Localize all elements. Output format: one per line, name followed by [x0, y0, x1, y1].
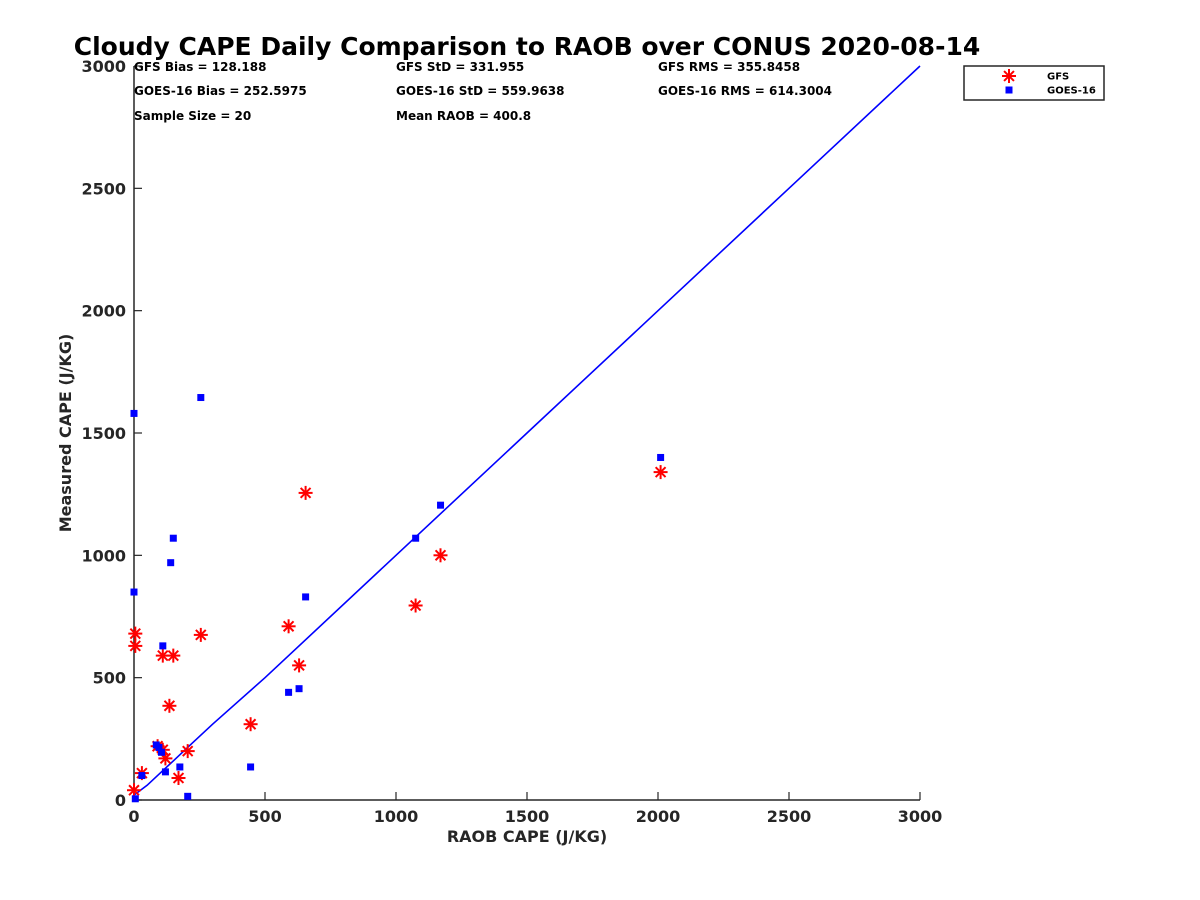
gfs-point	[281, 619, 296, 634]
stat-annotation: GOES-16 RMS = 614.3004	[658, 84, 832, 98]
gfs-point	[243, 717, 258, 732]
goes16-point	[138, 772, 146, 780]
goes16-point	[437, 501, 445, 509]
gfs-point	[180, 744, 195, 759]
x-tick-label: 2000	[636, 807, 681, 826]
legend-gfs-marker	[1002, 69, 1016, 83]
legend-goes16-marker	[1005, 86, 1013, 94]
gfs-point	[292, 658, 307, 673]
goes16-point	[184, 792, 192, 800]
goes16-point	[295, 685, 303, 693]
goes16-point	[169, 534, 177, 542]
y-axis-ticks: 0 500 1000 1500 2000 2500 3000	[81, 57, 142, 810]
reference-line	[133, 65, 921, 796]
stat-annotation: GFS StD = 331.955	[396, 60, 524, 74]
y-tick-label: 500	[93, 669, 126, 688]
goes16-point	[247, 763, 255, 771]
goes16-point	[131, 795, 139, 803]
reference-line-layer	[133, 65, 921, 796]
goes16-point	[161, 768, 169, 776]
goes16-point	[176, 763, 184, 771]
y-tick-label: 1500	[81, 424, 126, 443]
legend: GFS GOES-16	[963, 65, 1105, 101]
stat-annotation: GOES-16 StD = 559.9638	[396, 84, 565, 98]
goes16-point	[197, 394, 205, 402]
goes16-point	[158, 748, 166, 756]
gfs-point	[298, 485, 313, 500]
legend-label: GOES-16	[1047, 86, 1096, 97]
x-axis-label: RAOB CAPE (J/KG)	[447, 827, 607, 846]
goes16-point	[285, 688, 293, 696]
goes16-point	[412, 534, 420, 542]
goes16-point	[167, 559, 175, 567]
goes16-point	[657, 453, 665, 461]
gfs-point	[166, 648, 181, 663]
goes16-point	[159, 642, 167, 650]
x-tick-label: 1000	[374, 807, 419, 826]
x-tick-label: 500	[248, 807, 281, 826]
gfs-point	[433, 548, 448, 563]
points-layer	[127, 394, 668, 803]
gfs-point	[171, 771, 186, 785]
legend-label: GFS	[1047, 72, 1069, 83]
gfs-point	[162, 698, 177, 713]
stat-annotation: GOES-16 Bias = 252.5975	[134, 84, 307, 98]
gfs-point	[408, 598, 423, 613]
stat-annotation: Mean RAOB = 400.8	[396, 109, 531, 123]
legend-box	[963, 65, 1105, 101]
x-tick-label: 2500	[767, 807, 812, 826]
stat-annotation: GFS Bias = 128.188	[134, 60, 266, 74]
y-tick-label: 0	[115, 791, 126, 810]
y-axis-label: Measured CAPE (J/KG)	[56, 334, 75, 533]
goes16-point	[130, 409, 138, 417]
y-tick-label: 2500	[81, 179, 126, 198]
stats-annotations: GFS Bias = 128.188 GFS StD = 331.955 GFS R…	[134, 60, 832, 123]
gfs-point	[653, 465, 668, 480]
x-axis-ticks: 0 500 1000 1500 2000 2500 3000	[128, 792, 942, 826]
y-tick-label: 2000	[81, 302, 126, 321]
x-tick-label: 3000	[898, 807, 943, 826]
chart-title: Cloudy CAPE Daily Comparison to RAOB ove…	[74, 32, 980, 61]
x-tick-label: 1500	[505, 807, 550, 826]
y-tick-label: 1000	[81, 546, 126, 565]
gfs-point	[127, 783, 141, 798]
x-tick-label: 0	[128, 807, 139, 826]
gfs-point	[193, 627, 208, 642]
gfs-point	[128, 638, 143, 653]
goes16-point	[155, 743, 163, 751]
goes16-point	[302, 593, 310, 601]
stat-annotation: GFS RMS = 355.8458	[658, 60, 800, 74]
gfs-point	[128, 626, 143, 641]
y-tick-label: 3000	[81, 57, 126, 76]
stat-annotation: Sample Size = 20	[134, 109, 251, 123]
goes16-point	[130, 588, 138, 596]
